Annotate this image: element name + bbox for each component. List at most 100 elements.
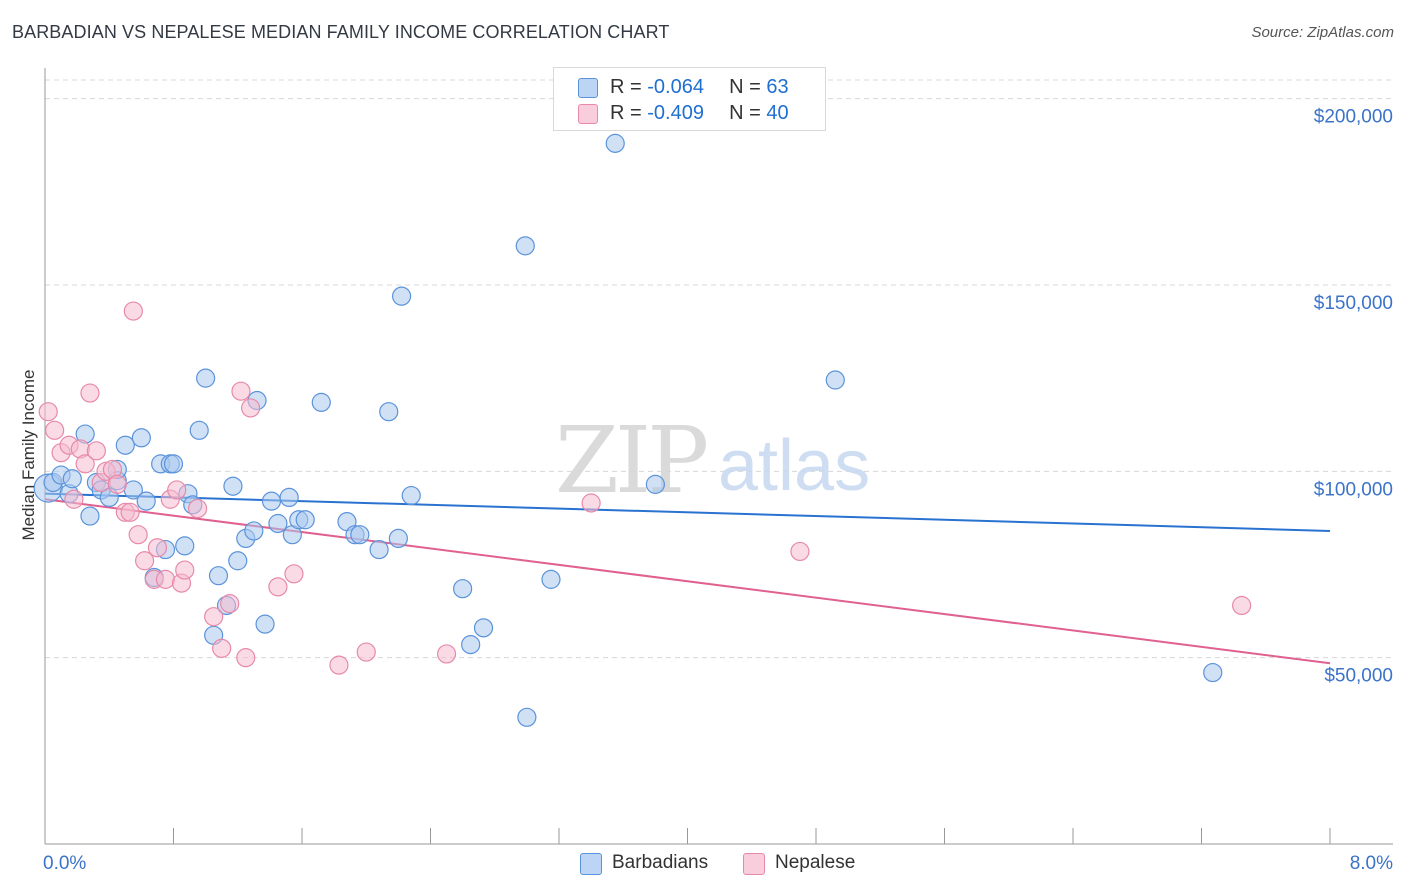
point-nepalese <box>38 402 58 422</box>
point-nepalese <box>1232 595 1252 616</box>
trend-lines <box>44 492 1331 665</box>
point-barbadians <box>131 428 151 448</box>
point-barbadians <box>541 569 561 589</box>
point-barbadians <box>379 402 399 422</box>
point-nepalese <box>436 644 457 664</box>
point-barbadians <box>223 476 243 496</box>
legend-r-value: -0.409 <box>647 102 704 124</box>
point-nepalese <box>147 538 168 558</box>
point-nepalese <box>128 525 148 545</box>
point-nepalese <box>204 607 224 627</box>
point-barbadians <box>268 513 288 534</box>
point-nepalese <box>284 564 304 584</box>
point-barbadians <box>244 521 264 541</box>
point-barbadians <box>369 539 389 560</box>
gridlines <box>45 79 1393 659</box>
point-barbadians <box>350 525 370 545</box>
point-nepalese <box>241 398 261 418</box>
point-barbadians <box>208 566 229 586</box>
point-barbadians <box>196 368 216 388</box>
point-barbadians <box>473 618 494 638</box>
point-barbadians <box>189 420 209 440</box>
trend-line-nepalese <box>44 498 1331 665</box>
point-nepalese <box>329 655 349 675</box>
y-tick-label: $150,000 <box>1314 293 1393 314</box>
point-nepalese <box>236 648 256 668</box>
point-barbadians <box>261 491 282 511</box>
point-nepalese <box>134 551 155 571</box>
point-barbadians <box>115 435 135 455</box>
legend-r-label: R = <box>610 76 648 98</box>
x-tick-label: 0.0% <box>43 853 86 874</box>
point-barbadians <box>295 510 315 530</box>
point-nepalese <box>175 560 195 580</box>
legend-n-value: 40 <box>766 102 789 124</box>
legend-n-label: N = <box>729 76 767 98</box>
axes <box>44 68 1393 845</box>
point-nepalese <box>187 498 208 519</box>
legend-r-label: R = <box>610 102 648 124</box>
x-tick-label: 8.0% <box>1350 853 1393 874</box>
point-nepalese <box>356 642 376 662</box>
point-barbadians <box>62 469 82 489</box>
point-nepalese <box>123 301 143 321</box>
point-barbadians <box>453 579 473 599</box>
point-barbadians <box>461 635 481 655</box>
point-barbadians <box>645 474 665 494</box>
point-barbadians <box>311 392 331 412</box>
legend-text-barbadians: R = -0.064 N = 63 <box>610 76 789 99</box>
y-tick-label: $200,000 <box>1314 107 1393 128</box>
data-points <box>33 133 1252 727</box>
point-nepalese <box>75 454 95 474</box>
point-nepalese <box>80 383 100 403</box>
y-axis-label: Median Family Income <box>19 369 38 541</box>
legend-n-value: 63 <box>766 76 789 98</box>
point-barbadians <box>825 370 845 390</box>
bottom-legend-label: Barbadians <box>612 852 709 873</box>
y-tick-label: $100,000 <box>1314 479 1393 500</box>
point-nepalese <box>120 502 140 522</box>
tick-labels: $50,000 $100,000 $150,000 $200,000 0.0% 8.0% <box>43 107 1393 874</box>
point-nepalese <box>231 381 251 401</box>
bottom-legend-swatch-pink <box>743 853 765 875</box>
point-nepalese <box>581 493 601 513</box>
y-tick-label: $50,000 <box>1324 666 1393 687</box>
point-nepalese <box>268 577 288 597</box>
point-barbadians <box>136 491 156 511</box>
point-barbadians <box>605 133 625 153</box>
point-barbadians <box>175 536 195 556</box>
watermark-zip: ZIP <box>555 407 706 514</box>
bottom-legend-label: Nepalese <box>775 852 856 873</box>
point-barbadians <box>228 551 248 571</box>
point-nepalese <box>45 420 65 440</box>
point-nepalese <box>64 489 84 509</box>
point-barbadians <box>1203 662 1223 683</box>
legend-r-value: -0.064 <box>647 76 704 98</box>
chart-title: BARBADIAN VS NEPALESE MEDIAN FAMILY INCO… <box>12 22 670 42</box>
point-barbadians <box>388 528 408 549</box>
point-barbadians <box>515 236 535 256</box>
point-nepalese <box>167 480 187 500</box>
bottom-legend-swatch-blue <box>580 853 602 875</box>
source-label: Source: ZipAtlas.com <box>1251 24 1394 41</box>
legend-swatch-blue <box>578 78 598 98</box>
point-barbadians <box>163 454 184 474</box>
point-barbadians <box>391 286 412 306</box>
legend-text-nepalese: R = -0.409 N = 40 <box>610 102 789 125</box>
point-barbadians <box>279 487 299 508</box>
point-nepalese <box>155 569 176 589</box>
correlation-legend: R = -0.064 N = 63 R = -0.409 N = 40 <box>553 67 826 131</box>
point-nepalese <box>86 441 107 461</box>
point-barbadians <box>517 707 537 727</box>
point-barbadians <box>255 614 275 634</box>
point-nepalese <box>107 474 127 494</box>
point-barbadians <box>401 485 421 506</box>
legend-swatch-pink <box>578 104 598 124</box>
legend-n-label: N = <box>729 102 767 124</box>
watermark-atlas: atlas <box>718 426 870 506</box>
point-barbadians <box>80 506 100 526</box>
point-nepalese <box>212 638 232 658</box>
point-nepalese <box>220 594 240 614</box>
watermark: ZIP atlas <box>555 407 870 514</box>
